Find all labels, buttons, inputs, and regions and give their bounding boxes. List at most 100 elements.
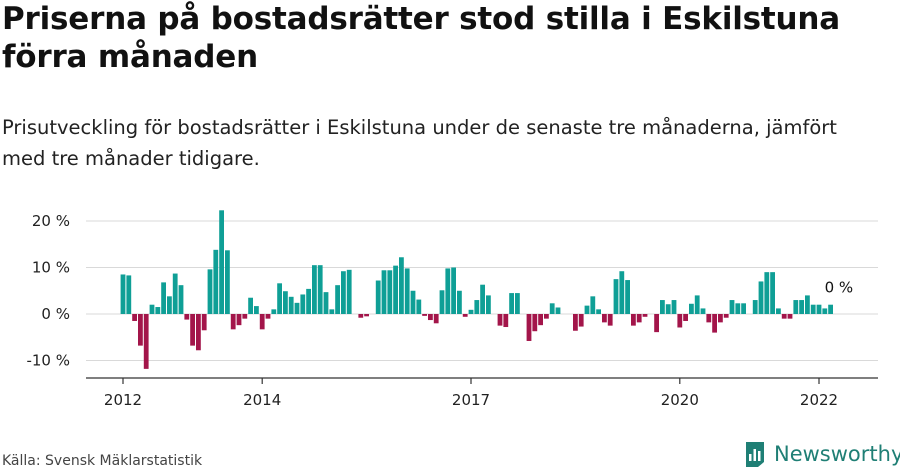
y-tick-label: -10 % bbox=[26, 352, 70, 370]
bar bbox=[138, 314, 143, 346]
bar bbox=[288, 296, 294, 314]
bar bbox=[607, 314, 613, 326]
brand: Newsworthy bbox=[744, 440, 900, 468]
bar bbox=[323, 292, 329, 314]
bar bbox=[254, 306, 259, 314]
bar bbox=[625, 280, 630, 314]
bar bbox=[439, 290, 445, 314]
bar bbox=[358, 314, 364, 318]
bar bbox=[805, 295, 810, 314]
bar bbox=[578, 314, 584, 327]
bar bbox=[416, 299, 422, 314]
bar bbox=[312, 265, 317, 314]
bar bbox=[155, 307, 161, 314]
last-value-label: 0 % bbox=[825, 279, 854, 297]
bar bbox=[393, 265, 398, 314]
bar bbox=[468, 309, 474, 314]
bar bbox=[781, 314, 787, 319]
bar bbox=[642, 314, 648, 317]
newsworthy-logo-icon bbox=[746, 442, 764, 467]
bar bbox=[172, 273, 178, 314]
bar bbox=[167, 296, 172, 314]
bar bbox=[654, 314, 659, 333]
bar bbox=[457, 290, 462, 314]
bar bbox=[549, 303, 555, 314]
bar bbox=[660, 300, 665, 314]
bar bbox=[723, 314, 729, 318]
bar bbox=[486, 295, 491, 314]
bar bbox=[787, 314, 793, 319]
bar bbox=[161, 282, 166, 314]
bar bbox=[677, 314, 683, 328]
bar bbox=[219, 210, 224, 314]
bar bbox=[335, 285, 340, 314]
bar bbox=[399, 257, 404, 314]
y-tick-label: 0 % bbox=[41, 305, 70, 323]
bar bbox=[776, 308, 781, 314]
bar bbox=[515, 293, 520, 314]
y-tick-label: 10 % bbox=[32, 259, 70, 277]
bar bbox=[700, 308, 706, 314]
bar bbox=[602, 314, 607, 323]
bar bbox=[225, 250, 230, 314]
bar bbox=[201, 314, 207, 331]
bar bbox=[555, 307, 561, 314]
bar bbox=[178, 285, 184, 314]
bar bbox=[671, 300, 677, 314]
brand-name: Newsworthy bbox=[774, 442, 900, 466]
bar bbox=[828, 304, 833, 314]
bar bbox=[445, 268, 451, 314]
x-tick-label: 2022 bbox=[800, 391, 838, 409]
bar bbox=[729, 300, 735, 314]
bar bbox=[265, 314, 271, 319]
bar bbox=[451, 267, 456, 314]
bar bbox=[631, 314, 636, 326]
bar bbox=[317, 265, 323, 314]
bar-chart: -10 % 0 % 10 % 20 % 2012 2014 2017 2020 2022 0 … bbox=[26, 210, 878, 409]
bar bbox=[404, 268, 410, 314]
bar bbox=[816, 304, 822, 314]
bar bbox=[718, 314, 723, 323]
bar bbox=[300, 294, 306, 314]
bar bbox=[741, 303, 746, 314]
bar bbox=[822, 308, 828, 314]
bar bbox=[793, 300, 799, 314]
x-tick-label: 2020 bbox=[661, 391, 699, 409]
bar bbox=[248, 297, 253, 314]
bar bbox=[120, 274, 126, 314]
bar bbox=[706, 314, 712, 323]
bar bbox=[196, 314, 201, 351]
bar bbox=[190, 314, 195, 346]
bar bbox=[428, 314, 433, 321]
bar bbox=[480, 284, 485, 314]
bar bbox=[619, 271, 625, 314]
bar bbox=[544, 314, 549, 319]
y-tick-label: 20 % bbox=[32, 212, 70, 230]
bar bbox=[271, 309, 277, 314]
bar bbox=[526, 314, 532, 341]
x-axis-labels: 2012 2014 2017 2020 2022 bbox=[104, 391, 838, 409]
bar bbox=[665, 304, 671, 314]
bar bbox=[799, 300, 804, 314]
bar bbox=[683, 314, 688, 321]
source-note: Källa: Svensk Mäklarstatistik bbox=[2, 453, 203, 469]
bar bbox=[329, 309, 335, 314]
bar bbox=[387, 270, 393, 314]
bar bbox=[294, 302, 300, 314]
bar bbox=[584, 305, 590, 314]
bar bbox=[712, 314, 717, 333]
bar bbox=[277, 283, 282, 314]
bar bbox=[636, 314, 642, 323]
bar bbox=[509, 293, 514, 314]
bar bbox=[590, 296, 596, 314]
bar bbox=[596, 309, 601, 314]
bar bbox=[474, 300, 480, 314]
bar bbox=[306, 288, 311, 314]
bar bbox=[694, 295, 700, 314]
bar bbox=[132, 314, 137, 321]
x-tick-label: 2014 bbox=[243, 391, 281, 409]
bar bbox=[532, 314, 538, 332]
subtitle: Prisutveckling för bostadsrätter i Eskil… bbox=[2, 116, 837, 170]
bar bbox=[213, 249, 219, 314]
y-axis-labels: -10 % 0 % 10 % 20 % bbox=[26, 212, 70, 370]
